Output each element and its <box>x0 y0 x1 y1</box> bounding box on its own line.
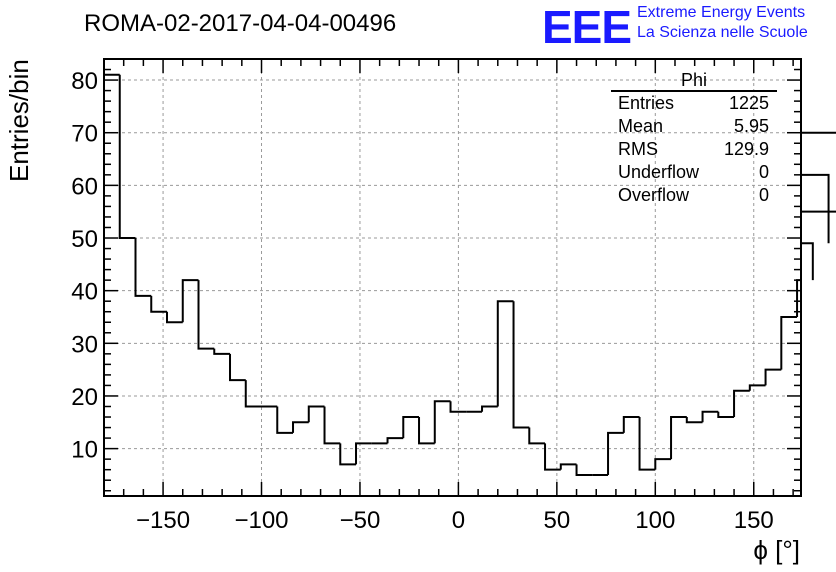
eee-logo: EEE <box>542 1 632 53</box>
y-tick-label: 80 <box>71 68 98 95</box>
histogram-bin <box>292 421 309 433</box>
y-tick-label: 10 <box>71 437 98 464</box>
histogram-bin <box>801 242 814 281</box>
stats-box: Phi Entries 1225 Mean 5.95 RMS 129.9 Und… <box>611 70 777 207</box>
brand-line-2: La Scienza nelle Scuole <box>637 24 808 41</box>
histogram-bin <box>801 173 830 244</box>
histogram-bin <box>323 406 341 445</box>
y-tick-label: 20 <box>71 384 98 411</box>
histogram-bin <box>801 210 836 213</box>
histogram-bin <box>229 353 246 382</box>
histogram-bin <box>355 442 372 465</box>
histogram-bin <box>654 458 672 470</box>
histogram-bin <box>166 311 183 324</box>
histogram-bin <box>685 417 703 424</box>
histogram-bin <box>481 405 498 412</box>
stats-row-overflow: Overflow 0 <box>611 184 777 207</box>
histogram-bin <box>433 400 451 444</box>
histogram-bin <box>670 416 687 460</box>
histogram-bin <box>528 427 546 445</box>
stats-value: 0 <box>758 185 769 205</box>
histogram-bin <box>559 463 577 470</box>
histogram-bin <box>449 401 467 413</box>
histogram-bin <box>622 416 640 433</box>
y-axis-label: Entries/bin <box>4 59 34 182</box>
stats-label: Mean <box>618 116 664 136</box>
histogram-bin <box>197 280 215 350</box>
y-axis-ticks: 10 20 30 40 50 60 70 80 <box>71 58 801 492</box>
histogram-bin <box>575 464 593 476</box>
histogram-bin <box>748 384 766 391</box>
histogram-bin <box>386 437 404 444</box>
histogram-bin <box>638 417 656 471</box>
y-tick-label: 30 <box>71 331 98 358</box>
histogram-bin <box>764 368 782 386</box>
histogram-bin <box>118 74 136 240</box>
plot-frame-border <box>103 58 802 497</box>
grid <box>104 59 801 496</box>
y-tick-label: 40 <box>71 279 98 306</box>
histogram-bin <box>150 295 168 313</box>
stats-divider <box>611 90 777 92</box>
x-tick-label: −100 <box>234 507 288 534</box>
stats-label: Underflow <box>618 162 700 182</box>
histogram-bin <box>780 315 798 370</box>
histogram-bin <box>181 279 199 323</box>
stats-value: 5.95 <box>733 116 769 136</box>
histogram-bin <box>103 73 120 496</box>
stats-label: Overflow <box>618 185 690 205</box>
stats-label: RMS <box>618 139 658 159</box>
brand-line-1: Extreme Energy Events <box>637 4 806 21</box>
x-axis-ticks: −150 −100 −50 0 50 100 150 <box>103 59 794 534</box>
x-tick-label: −50 <box>340 507 381 534</box>
histogram-bin <box>717 411 735 419</box>
histogram-bin <box>134 238 152 297</box>
histogram-bin <box>213 348 231 355</box>
histogram-bin <box>418 417 435 445</box>
histogram-bin <box>801 131 836 134</box>
stats-row-entries: Entries 1225 <box>611 92 777 115</box>
histogram-bin <box>607 431 624 475</box>
x-tick-label: 0 <box>452 507 465 534</box>
plot-frame <box>103 58 802 497</box>
histogram-bin <box>496 300 514 407</box>
histogram-bin <box>733 389 750 418</box>
y-tick-label: 50 <box>71 226 98 253</box>
histogram-bin <box>402 416 420 439</box>
stats-title: Phi <box>680 70 707 90</box>
y-tick-label: 60 <box>71 173 98 200</box>
histogram-bin <box>544 443 561 471</box>
histogram-bin <box>244 380 262 408</box>
stats-row-rms: RMS 129.9 <box>611 138 777 161</box>
x-tick-label: 50 <box>544 507 571 534</box>
histogram-bin <box>307 405 325 423</box>
stats-value: 129.9 <box>723 139 769 159</box>
stats-row-underflow: Underflow 0 <box>611 161 777 184</box>
x-tick-label: −150 <box>136 507 190 534</box>
x-axis-label: ϕ [°] <box>753 535 800 565</box>
x-tick-label: 100 <box>635 507 675 534</box>
x-tick-label: 150 <box>734 507 774 534</box>
plot-title: ROMA-02-2017-04-04-00496 <box>84 10 397 37</box>
stats-value: 0 <box>758 162 769 182</box>
histogram-bin <box>512 301 530 429</box>
histogram-bin <box>701 410 719 423</box>
stats-label: Entries <box>618 93 675 113</box>
histogram-bin <box>276 406 294 434</box>
stats-value: 1225 <box>728 93 769 113</box>
y-tick-label: 70 <box>71 121 98 148</box>
histogram-bin <box>339 443 357 466</box>
stats-row-mean: Mean 5.95 <box>611 115 777 138</box>
